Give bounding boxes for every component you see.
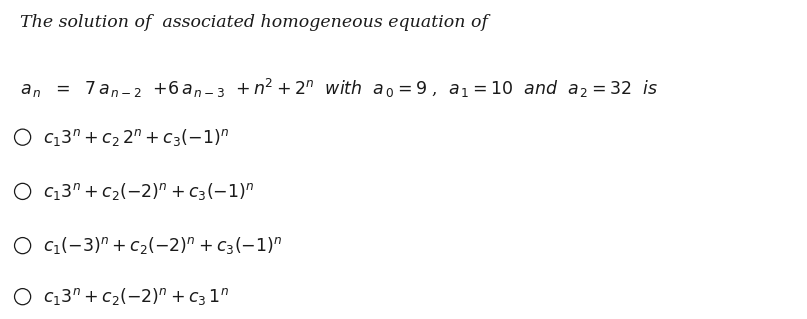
Text: $a_{\,n}$  $=$  $7\,a_{\,n-2}$  $+6\,a_{\,n-3}$  $+\,n^2+2^n$  $\it{with}$  $a_{: $a_{\,n}$ $=$ $7\,a_{\,n-2}$ $+6\,a_{\,n… — [20, 77, 659, 100]
Text: $c_1 3^n + c_2\, 2^n + c_3(-1)^n$: $c_1 3^n + c_2\, 2^n + c_3(-1)^n$ — [43, 127, 228, 148]
Text: The solution of  associated homogeneous equation of: The solution of associated homogeneous e… — [20, 14, 488, 31]
Text: $c_1 3^n + c_2(-2)^n + c_3(-1)^n$: $c_1 3^n + c_2(-2)^n + c_3(-1)^n$ — [43, 181, 254, 202]
Text: $c_1(-3)^n + c_2(-2)^n + c_3(-1)^n$: $c_1(-3)^n + c_2(-2)^n + c_3(-1)^n$ — [43, 235, 282, 256]
Text: $c_1 3^n + c_2(-2)^n + c_3\, 1^n$: $c_1 3^n + c_2(-2)^n + c_3\, 1^n$ — [43, 286, 228, 307]
